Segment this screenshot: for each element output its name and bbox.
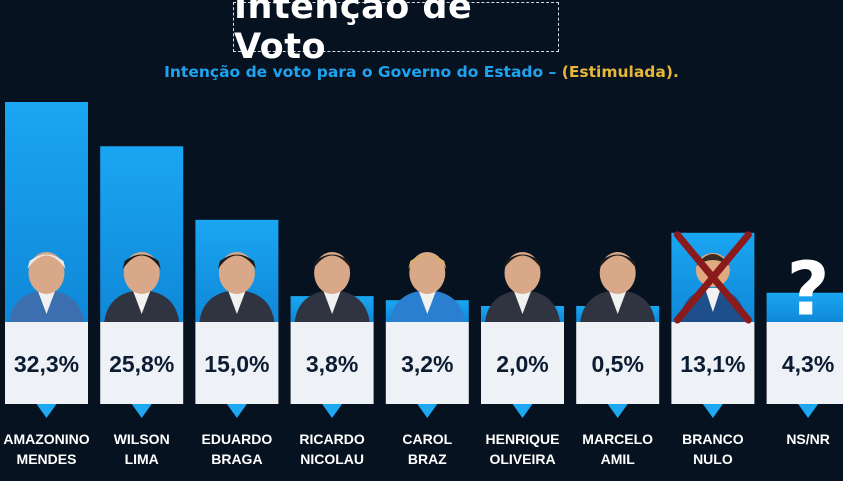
value-label: 0,5%	[591, 351, 643, 377]
candidate-photo	[9, 252, 84, 322]
category-label: BRAGA	[211, 451, 262, 467]
category-label: WILSON	[114, 431, 170, 447]
value-card	[576, 322, 660, 404]
subtitle-close-paren: ).	[665, 63, 679, 81]
category-label: NULO	[693, 451, 733, 467]
value-card	[671, 322, 755, 404]
category-label: BRAZ	[408, 451, 447, 467]
pointer-triangle	[417, 404, 438, 418]
value-card	[481, 322, 564, 404]
candidate-photo	[389, 252, 465, 322]
candidate-photo	[104, 252, 180, 322]
value-label: 13,1%	[680, 351, 745, 377]
subtitle-main: Intenção de voto para o Governo do Estad…	[164, 63, 562, 81]
chart-subtitle: Intenção de voto para o Governo do Estad…	[0, 63, 843, 81]
candidate-photo	[199, 252, 275, 322]
value-label: 3,2%	[401, 351, 453, 377]
category-label: NS/NR	[786, 431, 830, 447]
pointer-triangle	[607, 404, 628, 418]
category-label: MENDES	[17, 451, 77, 467]
category-label: CAROL	[402, 431, 452, 447]
candidate-photo	[294, 252, 370, 322]
category-label: MARCELO	[582, 431, 653, 447]
bar	[766, 292, 843, 322]
subtitle-highlight: Estimulada	[568, 63, 666, 81]
value-label: 15,0%	[204, 351, 269, 377]
pointer-triangle	[322, 404, 343, 418]
pointer-triangle	[226, 404, 247, 418]
value-label: 25,8%	[109, 351, 174, 377]
category-label: EDUARDO	[202, 431, 273, 447]
value-label: 3,8%	[306, 351, 358, 377]
value-card	[5, 322, 88, 404]
category-label: NICOLAU	[300, 451, 364, 467]
value-label: 4,3%	[782, 351, 834, 377]
question-mark-icon: ?	[787, 247, 830, 333]
category-label: OLIVEIRA	[489, 451, 555, 467]
category-label: RICARDO	[299, 431, 364, 447]
blank-null-icon	[673, 231, 752, 324]
value-label: 2,0%	[496, 351, 548, 377]
category-label: AMAZONINO	[3, 431, 89, 447]
candidate-photo	[485, 252, 560, 322]
value-label: 32,3%	[14, 351, 79, 377]
candidate-photo	[580, 252, 656, 322]
value-card	[766, 322, 843, 404]
pointer-triangle	[512, 404, 533, 418]
title-frame: Intenção de Voto	[233, 0, 559, 67]
value-card	[290, 322, 374, 404]
pointer-triangle	[131, 404, 152, 418]
value-card	[100, 322, 184, 404]
pointer-triangle	[702, 404, 723, 418]
page-title: Intenção de Voto	[234, 0, 473, 67]
pointer-triangle	[798, 404, 819, 418]
category-label: AMIL	[601, 451, 636, 467]
value-card	[195, 322, 279, 404]
subtitle-open-paren: (	[561, 63, 569, 81]
category-label: BRANCO	[682, 431, 744, 447]
value-card	[385, 322, 469, 404]
category-label: LIMA	[125, 451, 159, 467]
pointer-triangle	[36, 404, 57, 418]
category-label: HENRIQUE	[486, 431, 560, 447]
